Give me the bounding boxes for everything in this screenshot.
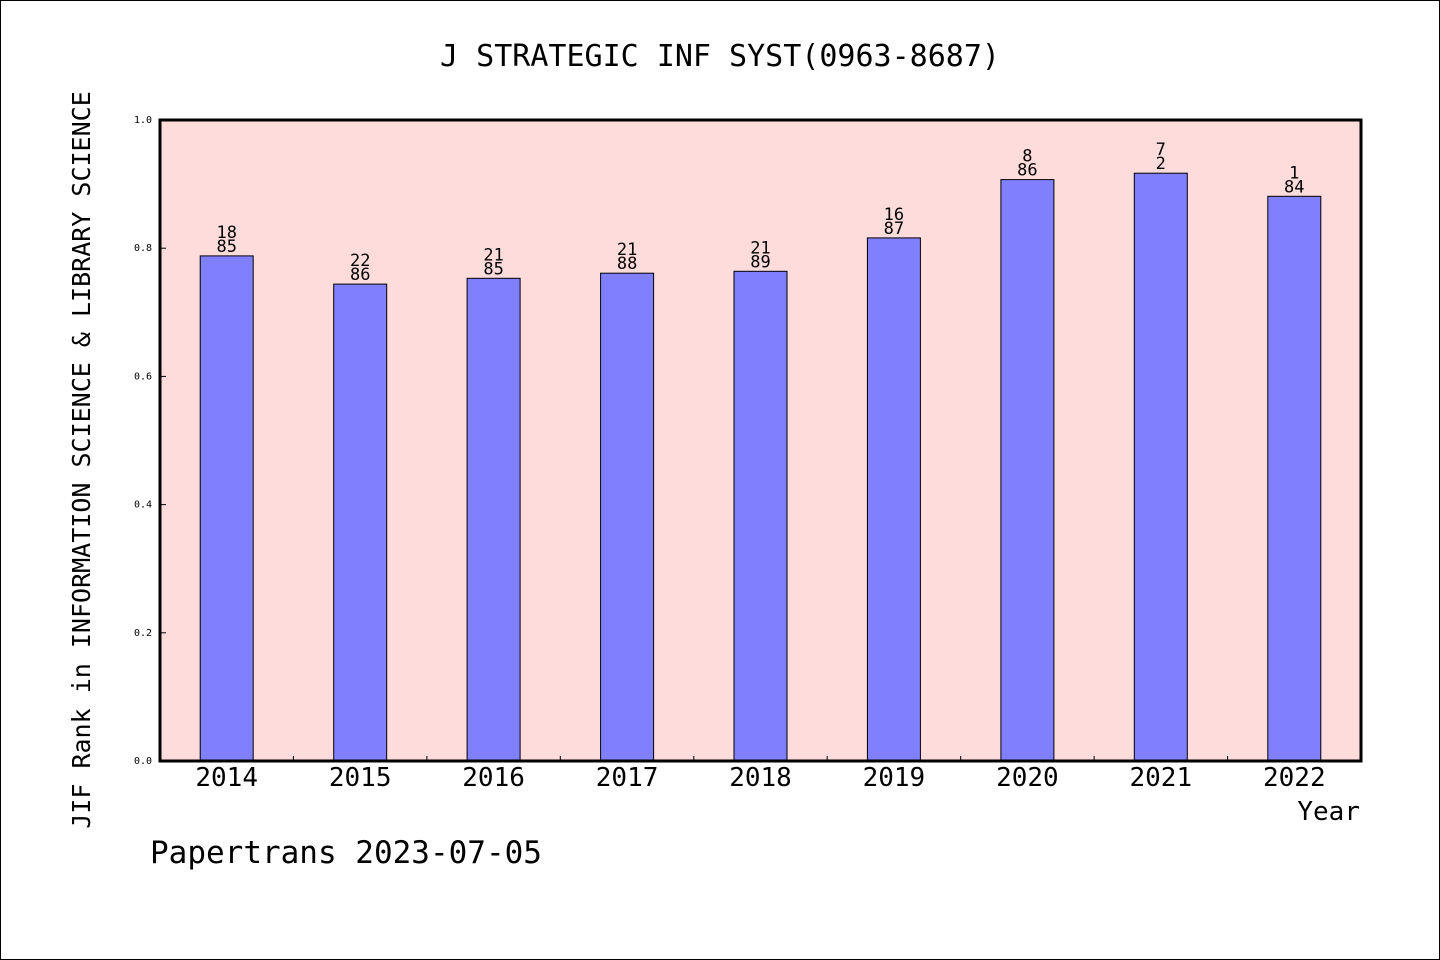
y-tick-label-5: 1.0 [134, 115, 152, 126]
x-axis-label: Year [1297, 797, 1360, 827]
rank-label-top-2022: 1 [1289, 163, 1299, 183]
y-tick-label-2: 0.4 [134, 500, 152, 511]
rank-label-top-2014: 18 [216, 223, 236, 243]
x-tick-label-2018: 2018 [729, 763, 792, 793]
bar-2017 [600, 272, 655, 762]
bar-2015 [333, 283, 388, 762]
bar-2022 [1267, 195, 1322, 762]
y-tick-label-3: 0.6 [134, 371, 152, 382]
rank-label-bottom-2018: 89 [750, 252, 770, 272]
x-tick-label-2022: 2022 [1263, 763, 1326, 793]
y-tick-label-4: 0.8 [134, 243, 152, 254]
y-tick-label-1: 0.2 [134, 628, 152, 639]
bar-2018 [733, 270, 788, 762]
bar-2020 [1000, 179, 1055, 762]
rank-label-top-2016: 21 [483, 245, 503, 265]
bar-2021 [1133, 172, 1188, 762]
rank-label-bottom-2016: 85 [483, 259, 503, 279]
rank-label-bottom-2022: 84 [1284, 177, 1304, 197]
y-axis-label: JIF Rank in INFORMATION SCIENCE & LIBRAR… [67, 91, 96, 829]
rank-label-top-2017: 21 [617, 240, 637, 260]
y-tick-label-0: 0.0 [134, 756, 152, 767]
x-tick-label-2021: 2021 [1129, 763, 1192, 793]
rank-label-bottom-2020: 86 [1017, 161, 1037, 181]
x-tick-label-2015: 2015 [329, 763, 392, 793]
rank-label-bottom-2017: 88 [617, 254, 637, 274]
plot-border [158, 118, 1363, 763]
watermark-text: Papertrans 2023-07-05 [150, 835, 542, 871]
rank-label-bottom-2014: 85 [216, 237, 236, 257]
rank-label-bottom-2015: 86 [350, 265, 370, 285]
chart-title: J STRATEGIC INF SYST(0963-8687) [440, 39, 1000, 74]
x-tick-label-2019: 2019 [863, 763, 926, 793]
x-tick-label-2016: 2016 [462, 763, 525, 793]
x-tick-label-2020: 2020 [996, 763, 1059, 793]
rank-label-top-2019: 16 [884, 205, 904, 225]
x-tick-label-2014: 2014 [195, 763, 258, 793]
bar-2019 [866, 237, 921, 762]
rank-label-bottom-2021: 2 [1156, 154, 1166, 174]
x-axis: 2014 2015 2016 2017 2018 2019 2020 2021 2022 [195, 756, 1326, 793]
rank-label-top-2020: 8 [1022, 147, 1032, 167]
x-tick-label-2017: 2017 [596, 763, 659, 793]
rank-label-top-2021: 7 [1156, 140, 1166, 160]
bar-2016 [466, 277, 521, 762]
rank-label-bottom-2019: 87 [884, 219, 904, 239]
rank-label-top-2018: 21 [750, 238, 770, 258]
rank-label-top-2015: 22 [350, 251, 370, 271]
bar-2014 [199, 255, 254, 762]
bars-group [199, 172, 1322, 762]
